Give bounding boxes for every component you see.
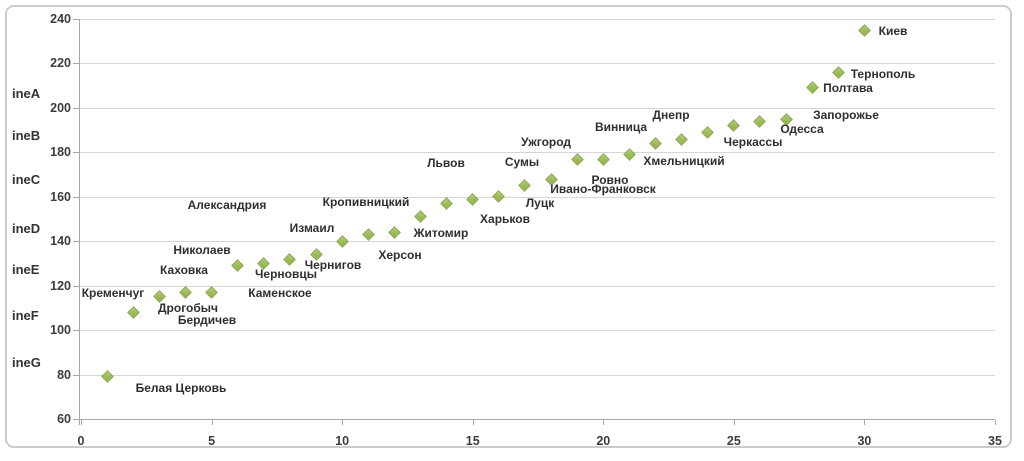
data-point-label: Ивано-Франковск: [550, 182, 656, 196]
y-axis-tick: [73, 419, 79, 420]
series-label-clipped: ineB: [12, 128, 41, 143]
series-label-clipped: ineF: [12, 308, 39, 323]
data-point-label: Одесса: [780, 122, 824, 136]
y-tick-label: 100: [50, 323, 71, 338]
gridline: [79, 374, 995, 376]
y-axis-tick: [73, 285, 79, 287]
x-tick-label: 20: [596, 434, 611, 448]
data-point-label: Винница: [594, 120, 648, 134]
data-point-label: Луцк: [525, 196, 555, 210]
data-point-label: Киев: [878, 24, 908, 38]
series-label-clipped: ineG: [12, 355, 41, 370]
data-point-label: Николаев: [173, 243, 231, 257]
x-axis-tick: [995, 420, 996, 425]
y-tick-label: 160: [50, 189, 71, 204]
data-point-label: Сумы: [504, 155, 540, 169]
gridline: [79, 196, 995, 198]
y-axis-tick: [73, 152, 79, 154]
y-tick-label: 120: [50, 278, 71, 293]
x-axis-tick: [342, 420, 344, 425]
x-tick-label: 10: [335, 434, 350, 448]
data-point-label: Херсон: [378, 248, 422, 262]
data-point-label: Запорожье: [813, 108, 879, 122]
x-axis-tick: [211, 420, 213, 425]
x-tick-label: 25: [726, 434, 741, 448]
y-axis-tick: [73, 374, 79, 376]
y-tick-label: 60: [57, 412, 71, 426]
chart-border-frame: [5, 5, 1012, 448]
y-tick-label: 140: [50, 234, 71, 249]
series-label-clipped: ineD: [12, 221, 41, 236]
data-point-label: Черновцы: [254, 267, 318, 281]
data-point-label: Чернигов: [304, 258, 362, 272]
data-point-label: Тернополь: [850, 67, 916, 81]
gridline: [79, 63, 995, 65]
data-point-label: Львов: [427, 156, 465, 170]
y-tick-label: 180: [50, 145, 71, 160]
data-point-label: Каховка: [160, 263, 208, 277]
data-point-label: Кременчуг: [81, 286, 145, 300]
y-axis-tick: [73, 63, 79, 65]
data-point-label: Харьков: [480, 212, 530, 226]
x-axis-tick: [733, 420, 735, 425]
data-point-label: Черкассы: [723, 135, 783, 149]
data-point-label: Дрогобыч: [157, 301, 219, 315]
y-axis-tick: [73, 330, 79, 332]
x-axis-line: [79, 419, 995, 420]
data-point-label: Хмельницкий: [643, 154, 725, 168]
x-axis-tick: [472, 420, 474, 425]
x-tick-label: 0: [77, 434, 85, 448]
gridline: [79, 107, 995, 109]
x-tick-label: 5: [208, 434, 216, 448]
data-point-label: Житомир: [413, 226, 469, 240]
series-label-clipped: ineE: [12, 262, 40, 277]
x-tick-label: 35: [988, 434, 1002, 448]
series-label-clipped: ineC: [12, 172, 41, 187]
x-axis-tick: [864, 420, 866, 425]
y-axis-line: [79, 19, 80, 425]
series-label-clipped: ineA: [12, 86, 41, 101]
gridline: [79, 241, 995, 243]
gridline: [79, 19, 995, 20]
data-point-label: Белая Церковь: [135, 381, 227, 395]
data-point-label: Александрия: [187, 198, 267, 212]
y-tick-label: 200: [50, 100, 71, 115]
y-tick-label: 80: [57, 367, 71, 382]
y-axis-tick: [73, 19, 79, 20]
x-axis-tick: [81, 420, 82, 425]
y-tick-label: 240: [50, 12, 71, 26]
data-point-label: Кропивницкий: [322, 195, 410, 209]
y-axis-tick: [73, 196, 79, 198]
y-tick-label: 220: [50, 56, 71, 71]
data-point-label: Бердичев: [177, 313, 237, 327]
gridline: [79, 330, 995, 332]
data-point-label: Каменское: [248, 286, 312, 300]
x-tick-label: 30: [857, 434, 872, 448]
x-tick-label: 15: [465, 434, 480, 448]
data-point-label: Полтава: [823, 81, 873, 95]
gridline: [79, 152, 995, 154]
y-axis-tick: [73, 107, 79, 109]
data-point-label: Ровно: [591, 173, 629, 187]
data-point-label: Днепр: [652, 108, 690, 122]
gridline: [79, 285, 995, 287]
y-axis-tick: [73, 241, 79, 243]
data-point-label: Измаил: [289, 221, 335, 235]
x-axis-tick: [603, 420, 605, 425]
data-point-label: Ужгород: [520, 135, 572, 149]
